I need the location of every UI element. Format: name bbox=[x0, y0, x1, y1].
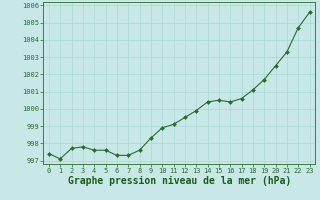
X-axis label: Graphe pression niveau de la mer (hPa): Graphe pression niveau de la mer (hPa) bbox=[68, 176, 291, 186]
